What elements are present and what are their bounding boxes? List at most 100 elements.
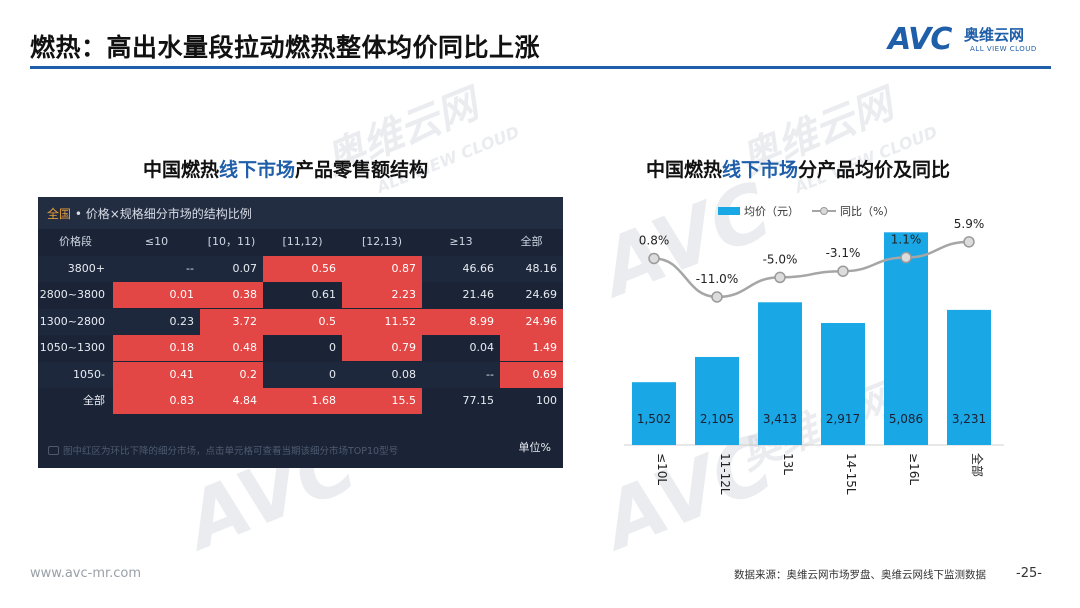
table-cell[interactable]: 0.5: [263, 308, 342, 335]
yoy-point[interactable]: [774, 271, 786, 284]
table-cell[interactable]: 100: [536, 394, 557, 407]
x-tick-label: ≥16L: [907, 453, 921, 485]
table-cell[interactable]: 0.69: [500, 361, 563, 388]
legend-label: 均价（元）: [744, 205, 799, 218]
caption-scope[interactable]: 全国: [47, 207, 72, 221]
title-divider: [30, 66, 1051, 69]
row-label: 3800+: [67, 261, 105, 275]
bar[interactable]: [695, 356, 739, 445]
avc-logo: AVC 奥维云网 ALL VIEW CLOUD: [888, 20, 1058, 62]
chart-legend: 均价（元） 同比（%）: [718, 205, 894, 218]
table-row: 全部 0.83 4.84 1.68 15.5 77.15 100: [38, 388, 563, 414]
yoy-point[interactable]: [648, 252, 660, 265]
bar[interactable]: [758, 302, 802, 445]
x-tick-label: 11-12L: [718, 453, 732, 495]
table-cell[interactable]: 0.41: [113, 361, 200, 388]
table-cell[interactable]: 0.07: [232, 261, 258, 275]
table-cell[interactable]: 0.01: [113, 282, 200, 308]
table-row: 1050- 0.41 0.2 0 0.08 -- 0.69: [38, 361, 563, 388]
yoy-point[interactable]: [837, 265, 849, 277]
logo-en-text: ALL VIEW CLOUD: [970, 45, 1037, 53]
table-unit: 单位%: [518, 441, 551, 454]
table-cell[interactable]: 77.15: [462, 394, 495, 407]
bar[interactable]: [821, 323, 865, 445]
table-note-text: 图中红区为环比下降的细分市场，点击单元格可查看当期该细分市场TOP10型号: [63, 446, 399, 457]
table-cell[interactable]: 0.61: [311, 288, 337, 301]
chart-subtitle: 中国燃热线下市场分产品均价及同比: [646, 155, 950, 182]
bar[interactable]: [947, 309, 991, 445]
row-label: 全部: [83, 394, 105, 407]
data-source: 数据来源：奥维云网市场罗盘、奥维云网线下监测数据: [734, 569, 986, 581]
table-cell[interactable]: 0.79: [342, 335, 422, 361]
bar-value-label: 3,413: [763, 412, 797, 426]
legend-label: 同比（%）: [840, 205, 894, 218]
subtitle-part: 产品零售额结构: [295, 159, 429, 181]
bar-value-label: 1,502: [637, 412, 671, 426]
yoy-value-label: -5.0%: [763, 252, 798, 266]
table-cell[interactable]: 1.68: [263, 388, 342, 414]
bar[interactable]: [632, 382, 676, 445]
x-tick-label: 13L: [781, 453, 795, 475]
table-cell[interactable]: 24.96: [500, 308, 563, 335]
table-cell[interactable]: 0.38: [200, 282, 263, 308]
footer-url[interactable]: www.avc-mr.com: [30, 566, 142, 581]
bar[interactable]: [884, 232, 928, 445]
column-header: ≥13: [449, 235, 473, 248]
yoy-point[interactable]: [963, 236, 975, 248]
table-cell[interactable]: 3.72: [200, 308, 263, 335]
column-header: [10，11): [207, 235, 256, 248]
page-title: 燃热：高出水量段拉动燃热整体均价同比上涨: [30, 33, 541, 62]
subtitle-highlight: 线下市场: [722, 159, 799, 181]
row-label: 1050~1300: [39, 341, 105, 354]
yoy-value-label: -3.1%: [826, 246, 861, 260]
table-cell[interactable]: 4.84: [200, 388, 263, 414]
subtitle-part: 分产品均价及同比: [798, 159, 951, 181]
table-cell[interactable]: 2.23: [342, 282, 422, 308]
table-cell[interactable]: --: [486, 367, 494, 381]
yoy-point[interactable]: [900, 251, 912, 264]
table-cell[interactable]: 15.5: [342, 388, 422, 414]
x-tick-label: 全部: [970, 453, 985, 477]
table-cell[interactable]: 0.18: [113, 335, 200, 361]
table-cell[interactable]: 46.66: [462, 261, 495, 275]
x-tick-label: 14-15L: [844, 453, 858, 495]
table-cell[interactable]: 24.69: [525, 288, 558, 301]
column-header: 全部: [520, 235, 543, 248]
table-cell[interactable]: 8.99: [422, 308, 500, 335]
bar-value-label: 2,917: [826, 412, 860, 426]
table-cell[interactable]: 0.48: [200, 335, 263, 361]
table-cell[interactable]: 48.16: [525, 261, 558, 275]
subtitle-part: 中国燃热: [143, 159, 220, 181]
column-header: [11,12): [282, 235, 323, 248]
x-tick-label: ≤10L: [655, 453, 669, 485]
table-cell[interactable]: 0.87: [342, 255, 422, 282]
subtitle-part: 中国燃热: [646, 159, 723, 181]
structure-table-panel: 全国 • 价格×规格细分市场的结构比例 价格段 ≤10 [10，11) [11,12)…: [38, 197, 563, 468]
table-note: 图中红区为环比下降的细分市场，点击单元格可查看当期该细分市场TOP10型号: [48, 443, 398, 457]
yoy-point[interactable]: [711, 291, 723, 303]
subtitle-highlight: 线下市场: [219, 159, 296, 181]
table-cell[interactable]: 0.04: [469, 341, 495, 354]
table-cell[interactable]: --: [186, 261, 194, 275]
table-cell[interactable]: 0.83: [113, 388, 200, 414]
table-cell[interactable]: 1.49: [500, 335, 563, 361]
table-cell[interactable]: 11.52: [342, 308, 422, 335]
table-cell[interactable]: 0.23: [169, 314, 195, 328]
column-header: 价格段: [59, 235, 92, 248]
table-cell[interactable]: 0.08: [391, 367, 417, 381]
bar-value-label: 2,105: [700, 412, 734, 426]
row-label: 1050-: [73, 367, 105, 381]
table-cell[interactable]: 21.46: [462, 288, 495, 301]
table-cell[interactable]: 0: [329, 341, 336, 354]
table-cell[interactable]: 0: [329, 367, 336, 381]
table-row: 1050~1300 0.18 0.48 0 0.79 0.04 1.49: [38, 335, 563, 361]
row-label: 1300~2800: [39, 314, 105, 328]
table-cell[interactable]: 0.2: [200, 361, 263, 388]
table-row: 2800~3800 0.01 0.38 0.61 2.23 21.46 24.69: [38, 282, 563, 308]
yoy-value-label: 5.9%: [954, 217, 985, 231]
comment-icon: [48, 446, 59, 455]
yoy-value-label: 1.1%: [891, 233, 922, 247]
column-header: [12,13): [361, 235, 403, 248]
table-cell[interactable]: 0.56: [263, 255, 342, 282]
panel-caption: 全国 • 价格×规格细分市场的结构比例: [47, 205, 252, 222]
